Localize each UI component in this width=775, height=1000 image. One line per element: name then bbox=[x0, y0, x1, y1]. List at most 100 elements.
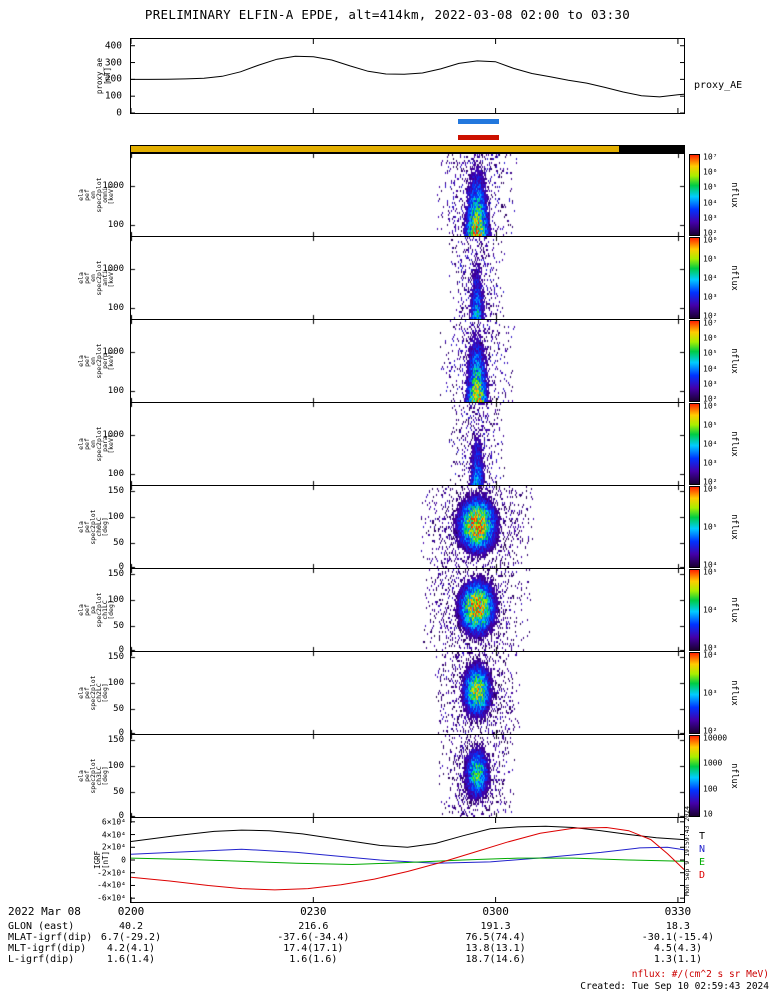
science-zone-bar-red bbox=[457, 135, 499, 140]
spec-ylabel-text: ela pef pa spec2plot ch1LC [deg] bbox=[77, 592, 115, 628]
colorbar-tick-label: 10⁶ bbox=[703, 333, 718, 343]
colorbar-tick-label: 10⁷ bbox=[703, 318, 718, 328]
footer-row-value: 216.6 bbox=[298, 921, 329, 932]
spec-ylabel-text: ela pef spec2plot ch0LC [deg] bbox=[77, 509, 109, 545]
colorbar-title-text: nflux bbox=[729, 265, 739, 291]
colorbar-title: nflux bbox=[727, 507, 741, 547]
colorbar-title-text: nflux bbox=[729, 597, 739, 623]
colorbar-perp bbox=[689, 320, 700, 402]
igrf-ytick-label: 0 bbox=[121, 855, 126, 865]
colorbar-ch1LC bbox=[689, 569, 700, 651]
spec-ytick-label: 100 bbox=[107, 511, 124, 522]
spec-ytick-label: 150 bbox=[107, 568, 124, 579]
nflux-units-note: nflux: #/(cm^2 s sr MeV) bbox=[631, 969, 769, 980]
colorbar-ch0LC bbox=[689, 486, 700, 568]
status-strip bbox=[130, 145, 685, 153]
colorbar-tick-label: 10² bbox=[703, 228, 718, 238]
colorbar-tick-label: 10⁵ bbox=[703, 567, 718, 577]
colorbar-tick-label: 10⁷ bbox=[703, 152, 718, 162]
colorbar-tick-label: 10² bbox=[703, 477, 718, 487]
footer-row-value: 1.6(1.6) bbox=[289, 954, 338, 965]
proxy-ytick-label: 100 bbox=[104, 90, 122, 102]
footer-row-value: 191.3 bbox=[480, 921, 511, 932]
colorbar-ch2LC bbox=[689, 652, 700, 734]
footer-row-label: L-igrf(dip) bbox=[8, 954, 75, 965]
spec-ytick-label: 100 bbox=[107, 219, 124, 230]
spec-ylabel-ch0LC: ela pef spec2plot ch0LC [deg] bbox=[77, 485, 114, 569]
spec-ylabel-ch3LC: ela pef spec2plot ch3LC [deg] bbox=[77, 734, 114, 818]
colorbar-title: nflux bbox=[727, 424, 741, 464]
colorbar-tick-label: 10⁴ bbox=[703, 273, 718, 283]
spec-ylabel-ch1LC: ela pef pa spec2plot ch1LC [deg] bbox=[77, 568, 115, 652]
colorbar-tick-label: 10⁵ bbox=[703, 182, 718, 192]
proxy-ae-right-label: proxy_AE bbox=[694, 80, 743, 91]
colorbar-tick-label: 10⁵ bbox=[703, 348, 718, 358]
colorbar-title: nflux bbox=[727, 756, 741, 796]
spec-heatmap-ch2LC bbox=[131, 652, 684, 734]
footer-row-value: 18.3 bbox=[665, 921, 690, 932]
igrf-ytick-label: 6×10⁴ bbox=[101, 817, 126, 827]
colorbar-tick-label: 10⁴ bbox=[703, 439, 718, 449]
proxy-ae-line-chart bbox=[131, 39, 684, 113]
colorbar-title-text: nflux bbox=[729, 514, 739, 540]
igrf-ytick-label: -6×10⁴ bbox=[97, 893, 126, 903]
igrf-legend-N: N bbox=[699, 844, 706, 855]
colorbar-tick-label: 10000 bbox=[703, 733, 728, 743]
footer-row-value: 18.7(14.6) bbox=[465, 954, 526, 965]
footer-row-value: 76.5(74.4) bbox=[465, 932, 526, 943]
spec-ytick-label: 50 bbox=[113, 703, 124, 714]
spec-ylabel-text: ela pef spec2plot ch3LC [deg] bbox=[77, 758, 109, 794]
colorbar-tick-label: 100 bbox=[703, 784, 718, 794]
spec-ytick-label: 100 bbox=[107, 760, 124, 771]
status-strip-end-segment bbox=[619, 146, 684, 152]
colorbar-tick-label: 10³ bbox=[703, 292, 718, 302]
spec-ytick-label: 50 bbox=[113, 620, 124, 631]
igrf-legend-E: E bbox=[699, 857, 706, 868]
colorbar-title: nflux bbox=[727, 673, 741, 713]
footer-row-value: 6.7(-29.2) bbox=[100, 932, 162, 943]
spec-heatmap-ch1LC bbox=[131, 569, 684, 651]
colorbar-tick-label: 10⁴ bbox=[703, 650, 718, 660]
spec-ytick-label: 1000 bbox=[102, 180, 124, 191]
colorbar-tick-label: 10² bbox=[703, 394, 718, 404]
colorbar-tick-label: 10⁵ bbox=[703, 254, 718, 264]
science-zone-bar-blue bbox=[457, 119, 499, 124]
colorbar-tick-label: 10² bbox=[703, 311, 718, 321]
footer-row-label: 2022 Mar 08 bbox=[8, 905, 81, 918]
colorbar-tick-label: 10⁶ bbox=[703, 484, 718, 494]
spec-ytick-label: 100 bbox=[107, 594, 124, 605]
footer-row-value: 0230 bbox=[300, 905, 327, 918]
proxy-ytick-label: 300 bbox=[104, 57, 122, 69]
igrf-line-chart bbox=[131, 818, 684, 902]
footer-row-value: 1.3(1.1) bbox=[653, 954, 702, 965]
spec-ytick-label: 100 bbox=[107, 468, 124, 479]
colorbar-tick-label: 10² bbox=[703, 726, 718, 736]
colorbar-tick-label: 10⁶ bbox=[703, 235, 718, 245]
spec-ytick-label: 0 bbox=[118, 562, 124, 573]
igrf-ytick-label: -4×10⁴ bbox=[97, 880, 126, 890]
footer-row-value: 40.2 bbox=[118, 921, 144, 932]
footer-row-value: 0300 bbox=[482, 905, 509, 918]
spec-heatmap-anti bbox=[131, 237, 684, 319]
spec-ylabel-ch2LC: ela pef spec2plot ch2LC [deg] bbox=[77, 651, 114, 735]
spec-ytick-label: 0 bbox=[118, 728, 124, 739]
spec-ytick-label: 100 bbox=[107, 302, 124, 313]
colorbar-title-text: nflux bbox=[729, 763, 739, 789]
footer-row-value: 17.4(17.1) bbox=[283, 943, 344, 954]
proxy-ytick-label: 0 bbox=[116, 107, 122, 119]
colorbar-title-text: nflux bbox=[729, 182, 739, 208]
colorbar-tick-label: 10 bbox=[703, 809, 713, 819]
igrf-ytick-label: 4×10⁴ bbox=[101, 830, 126, 840]
spec-ytick-label: 1000 bbox=[102, 263, 124, 274]
spec-ytick-label: 150 bbox=[107, 485, 124, 496]
footer-row-value: 0200 bbox=[117, 905, 145, 918]
spec-heatmap-perp bbox=[131, 320, 684, 402]
colorbar-omni bbox=[689, 154, 700, 236]
igrf-ytick-label: -2×10⁴ bbox=[97, 868, 126, 878]
footer-row-value: -37.6(-34.4) bbox=[277, 932, 350, 943]
igrf-legend-D: D bbox=[699, 870, 706, 881]
spec-ylabel-text: ela pef spec2plot ch2LC [deg] bbox=[77, 675, 109, 711]
colorbar-tick-label: 10⁶ bbox=[703, 401, 718, 411]
page-title: PRELIMINARY ELFIN-A EPDE, alt=414km, 202… bbox=[144, 7, 631, 22]
proxy-ytick-label: 200 bbox=[104, 73, 122, 85]
